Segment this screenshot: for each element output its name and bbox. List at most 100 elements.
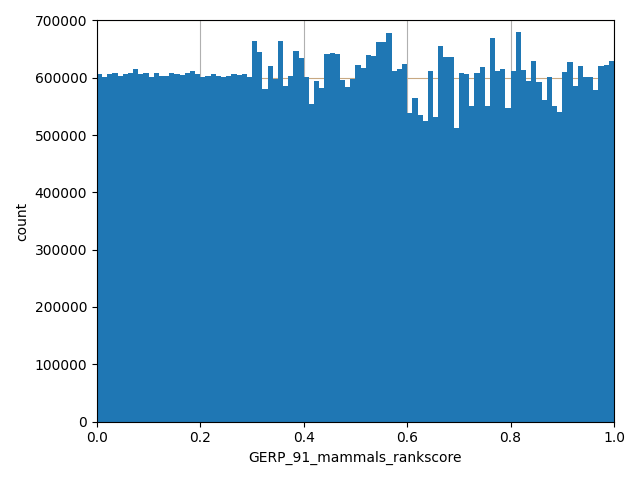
Bar bbox=[283, 86, 288, 421]
Bar bbox=[102, 77, 108, 421]
Bar bbox=[273, 79, 278, 421]
Bar bbox=[185, 73, 190, 421]
Bar bbox=[108, 74, 113, 421]
Bar bbox=[417, 115, 422, 421]
Bar bbox=[159, 75, 164, 421]
Bar bbox=[459, 72, 464, 421]
Bar bbox=[355, 65, 360, 421]
Bar bbox=[293, 51, 299, 421]
Bar bbox=[609, 60, 614, 421]
Bar bbox=[195, 74, 200, 421]
Bar bbox=[469, 106, 474, 421]
Bar bbox=[211, 74, 216, 421]
Bar bbox=[371, 56, 376, 421]
Bar bbox=[557, 112, 563, 421]
Bar bbox=[541, 99, 547, 421]
Bar bbox=[226, 75, 231, 421]
Bar bbox=[479, 68, 484, 421]
Bar bbox=[412, 98, 417, 421]
Bar bbox=[568, 62, 573, 421]
Bar bbox=[547, 77, 552, 421]
Bar bbox=[118, 75, 123, 421]
Bar bbox=[175, 74, 180, 421]
Bar bbox=[484, 106, 490, 421]
Bar bbox=[578, 66, 583, 421]
Bar bbox=[299, 58, 304, 421]
Bar bbox=[428, 71, 433, 421]
Bar bbox=[422, 121, 428, 421]
Bar bbox=[278, 41, 283, 421]
Bar bbox=[252, 41, 257, 421]
Bar bbox=[231, 74, 237, 421]
Bar bbox=[221, 77, 226, 421]
Bar bbox=[247, 77, 252, 421]
Bar bbox=[133, 69, 138, 421]
Bar bbox=[360, 68, 366, 421]
Bar bbox=[170, 72, 175, 421]
Bar bbox=[563, 72, 568, 421]
Bar bbox=[516, 32, 521, 421]
Bar bbox=[113, 73, 118, 421]
Bar bbox=[511, 72, 516, 421]
Bar bbox=[180, 75, 185, 421]
Bar bbox=[309, 104, 314, 421]
Bar bbox=[164, 76, 170, 421]
Bar bbox=[97, 74, 102, 421]
Bar bbox=[288, 76, 293, 421]
Bar bbox=[531, 61, 536, 421]
Bar bbox=[138, 74, 143, 421]
Bar bbox=[495, 71, 500, 421]
Bar bbox=[242, 74, 247, 421]
Bar bbox=[154, 73, 159, 421]
Bar bbox=[444, 57, 449, 421]
Bar bbox=[397, 69, 402, 421]
Bar bbox=[304, 77, 309, 421]
Bar bbox=[387, 33, 392, 421]
Bar bbox=[216, 75, 221, 421]
Bar bbox=[454, 128, 459, 421]
Bar bbox=[330, 53, 335, 421]
Bar bbox=[345, 87, 350, 421]
Bar bbox=[552, 107, 557, 421]
Bar bbox=[573, 86, 578, 421]
Bar bbox=[190, 71, 195, 421]
Bar bbox=[268, 66, 273, 421]
Bar bbox=[205, 76, 211, 421]
Bar bbox=[598, 66, 604, 421]
Bar bbox=[402, 64, 407, 421]
Bar bbox=[464, 74, 469, 421]
Bar bbox=[340, 80, 345, 421]
Bar bbox=[237, 75, 242, 421]
Bar bbox=[407, 113, 412, 421]
Bar bbox=[500, 69, 506, 421]
Bar bbox=[148, 77, 154, 421]
Bar bbox=[593, 90, 598, 421]
Bar bbox=[257, 52, 262, 421]
Bar bbox=[262, 89, 268, 421]
Bar bbox=[392, 72, 397, 421]
Bar bbox=[433, 117, 438, 421]
Bar bbox=[128, 72, 133, 421]
Bar bbox=[588, 77, 593, 421]
Bar bbox=[583, 77, 588, 421]
Bar bbox=[604, 65, 609, 421]
Bar bbox=[314, 81, 319, 421]
Bar bbox=[438, 46, 444, 421]
Bar bbox=[366, 56, 371, 421]
Bar bbox=[143, 73, 148, 421]
Bar bbox=[350, 79, 355, 421]
Bar bbox=[526, 81, 531, 421]
Bar bbox=[200, 77, 205, 421]
Bar bbox=[319, 87, 324, 421]
Bar bbox=[490, 38, 495, 421]
Y-axis label: count: count bbox=[15, 202, 29, 240]
Bar bbox=[474, 72, 479, 421]
Bar bbox=[449, 57, 454, 421]
Bar bbox=[506, 108, 511, 421]
Bar bbox=[521, 70, 526, 421]
X-axis label: GERP_91_mammals_rankscore: GERP_91_mammals_rankscore bbox=[249, 451, 462, 465]
Bar bbox=[376, 42, 381, 421]
Bar bbox=[123, 74, 128, 421]
Bar bbox=[335, 54, 340, 421]
Bar bbox=[536, 82, 541, 421]
